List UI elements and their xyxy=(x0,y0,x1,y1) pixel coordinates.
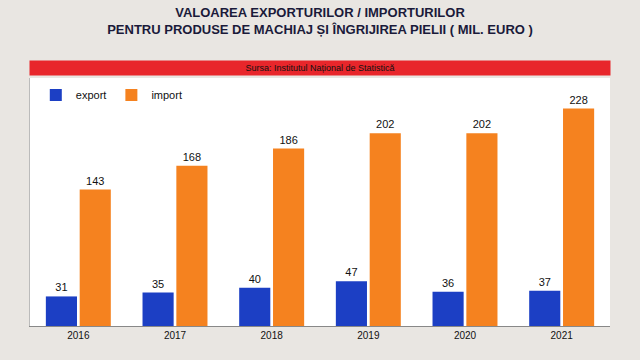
svg-text:VALOAREA EXPORTURILOR / IMPORT: VALOAREA EXPORTURILOR / IMPORTURILORPENT… xyxy=(107,5,533,37)
svg-text:31: 31 xyxy=(55,281,67,293)
svg-text:202: 202 xyxy=(376,118,394,130)
svg-text:143: 143 xyxy=(86,175,104,187)
svg-text:40: 40 xyxy=(249,273,261,285)
svg-text:202: 202 xyxy=(473,118,491,130)
svg-text:2018: 2018 xyxy=(261,330,284,341)
svg-text:47: 47 xyxy=(345,266,357,278)
svg-text:export: export xyxy=(76,89,107,101)
svg-text:Sursa: Institutul Național de: Sursa: Institutul Național de Statistică xyxy=(245,63,394,73)
svg-text:2019: 2019 xyxy=(357,330,380,341)
svg-text:186: 186 xyxy=(279,134,297,146)
svg-text:37: 37 xyxy=(539,276,551,288)
svg-text:2021: 2021 xyxy=(551,330,574,341)
svg-text:2017: 2017 xyxy=(164,330,187,341)
svg-text:2020: 2020 xyxy=(454,330,477,341)
svg-text:35: 35 xyxy=(152,278,164,290)
svg-text:2016: 2016 xyxy=(67,330,90,341)
svg-text:168: 168 xyxy=(183,151,201,163)
svg-text:228: 228 xyxy=(569,94,587,106)
svg-text:import: import xyxy=(151,89,182,101)
svg-text:36: 36 xyxy=(442,277,454,289)
